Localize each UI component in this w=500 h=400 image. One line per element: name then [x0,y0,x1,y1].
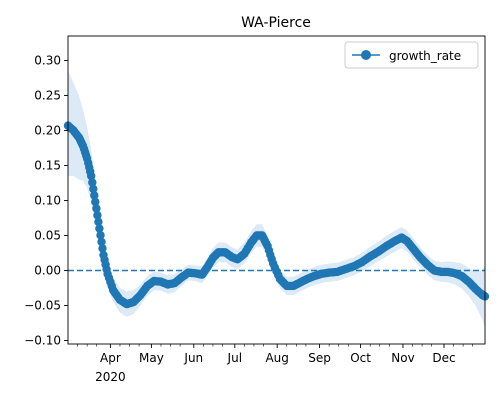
data-point [90,191,99,200]
y-tick-label: 0.10 [34,194,61,208]
y-axis: −0.10 −0.05 0.00 0.05 0.10 0.15 0.20 0.25 0.30 [24,54,68,348]
plot-area [63,71,490,328]
data-point [95,224,104,233]
data-point [98,244,107,253]
x-tick-label: Apr [100,351,121,365]
x-tick-label: May [139,351,164,365]
y-tick-label: 0.30 [34,54,61,68]
chart-title: WA-Pierce [241,15,311,31]
x-tick-sublabel: 2020 [95,370,126,384]
x-tick-label: Oct [350,351,371,365]
axes-frame [67,35,486,345]
legend-entry: growth_rate [389,49,461,63]
x-tick-label: Nov [391,351,414,365]
data-point [88,178,97,187]
data-point [87,171,96,181]
x-tick-label: Sep [308,351,331,365]
y-tick-label: 0.00 [34,264,61,278]
data-point [92,204,101,213]
x-tick-label: Jul [227,351,242,365]
data-point [96,231,105,240]
x-tick-label: Dec [432,351,455,365]
y-tick-label: 0.05 [34,229,61,243]
y-tick-label: −0.05 [24,299,61,313]
data-point [97,237,106,246]
legend: growth_rate [344,41,479,69]
y-tick-label: 0.20 [34,124,61,138]
legend-marker [361,50,371,60]
y-tick-label: −0.10 [24,334,61,348]
legend-box [344,41,479,69]
x-tick-label: Aug [265,351,288,365]
y-tick-label: 0.15 [34,159,61,173]
y-tick-label: 0.25 [34,89,61,103]
data-point [91,197,100,207]
x-tick-label: Jun [183,351,203,365]
data-point [89,184,98,194]
data-point [94,217,103,226]
data-point [93,211,102,220]
x-axis: Apr 2020 May Jun Jul Aug Sep Oct Nov Dec [77,344,473,384]
